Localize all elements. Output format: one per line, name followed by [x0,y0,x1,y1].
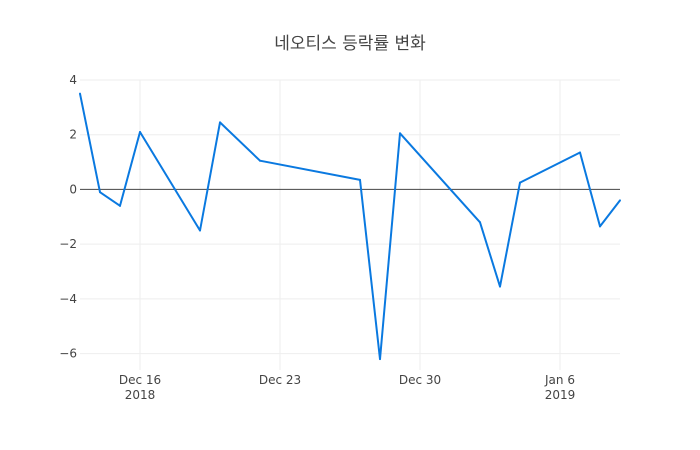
y-tick-label: 0 [69,182,77,196]
x-tick-label: Jan 6 [544,373,575,387]
x-tick-year-label: 2019 [545,388,576,402]
grid-lines [80,79,620,370]
x-tick-label: Dec 23 [259,373,301,387]
series-line [79,93,621,361]
data-point [399,132,401,135]
y-tick-label: −2 [59,237,77,251]
y-tick-label: −4 [59,292,77,306]
data-point [199,229,201,232]
chart-title: 네오티스 등락률 변화 [274,34,426,54]
data-point [619,199,621,202]
data-point [139,130,141,133]
y-tick-label: 2 [69,128,77,142]
x-tick-label: Dec 16 [119,373,161,387]
y-tick-label: −6 [59,347,77,361]
data-point [479,221,481,224]
data-point [379,358,381,361]
y-axis-ticks: 4 2 0 −2 −4 −6 [59,73,77,361]
series-group [79,92,621,361]
data-point [99,191,101,194]
data-point [599,225,601,228]
data-point [499,285,501,288]
data-point [359,178,361,181]
x-tick-year-label: 2018 [125,388,156,402]
data-point [579,151,581,154]
data-point [259,159,261,162]
data-point [519,181,521,184]
data-point [219,121,221,124]
data-point [119,204,121,207]
y-tick-label: 4 [69,73,77,87]
data-point [79,92,81,95]
x-tick-label: Dec 30 [399,373,441,387]
